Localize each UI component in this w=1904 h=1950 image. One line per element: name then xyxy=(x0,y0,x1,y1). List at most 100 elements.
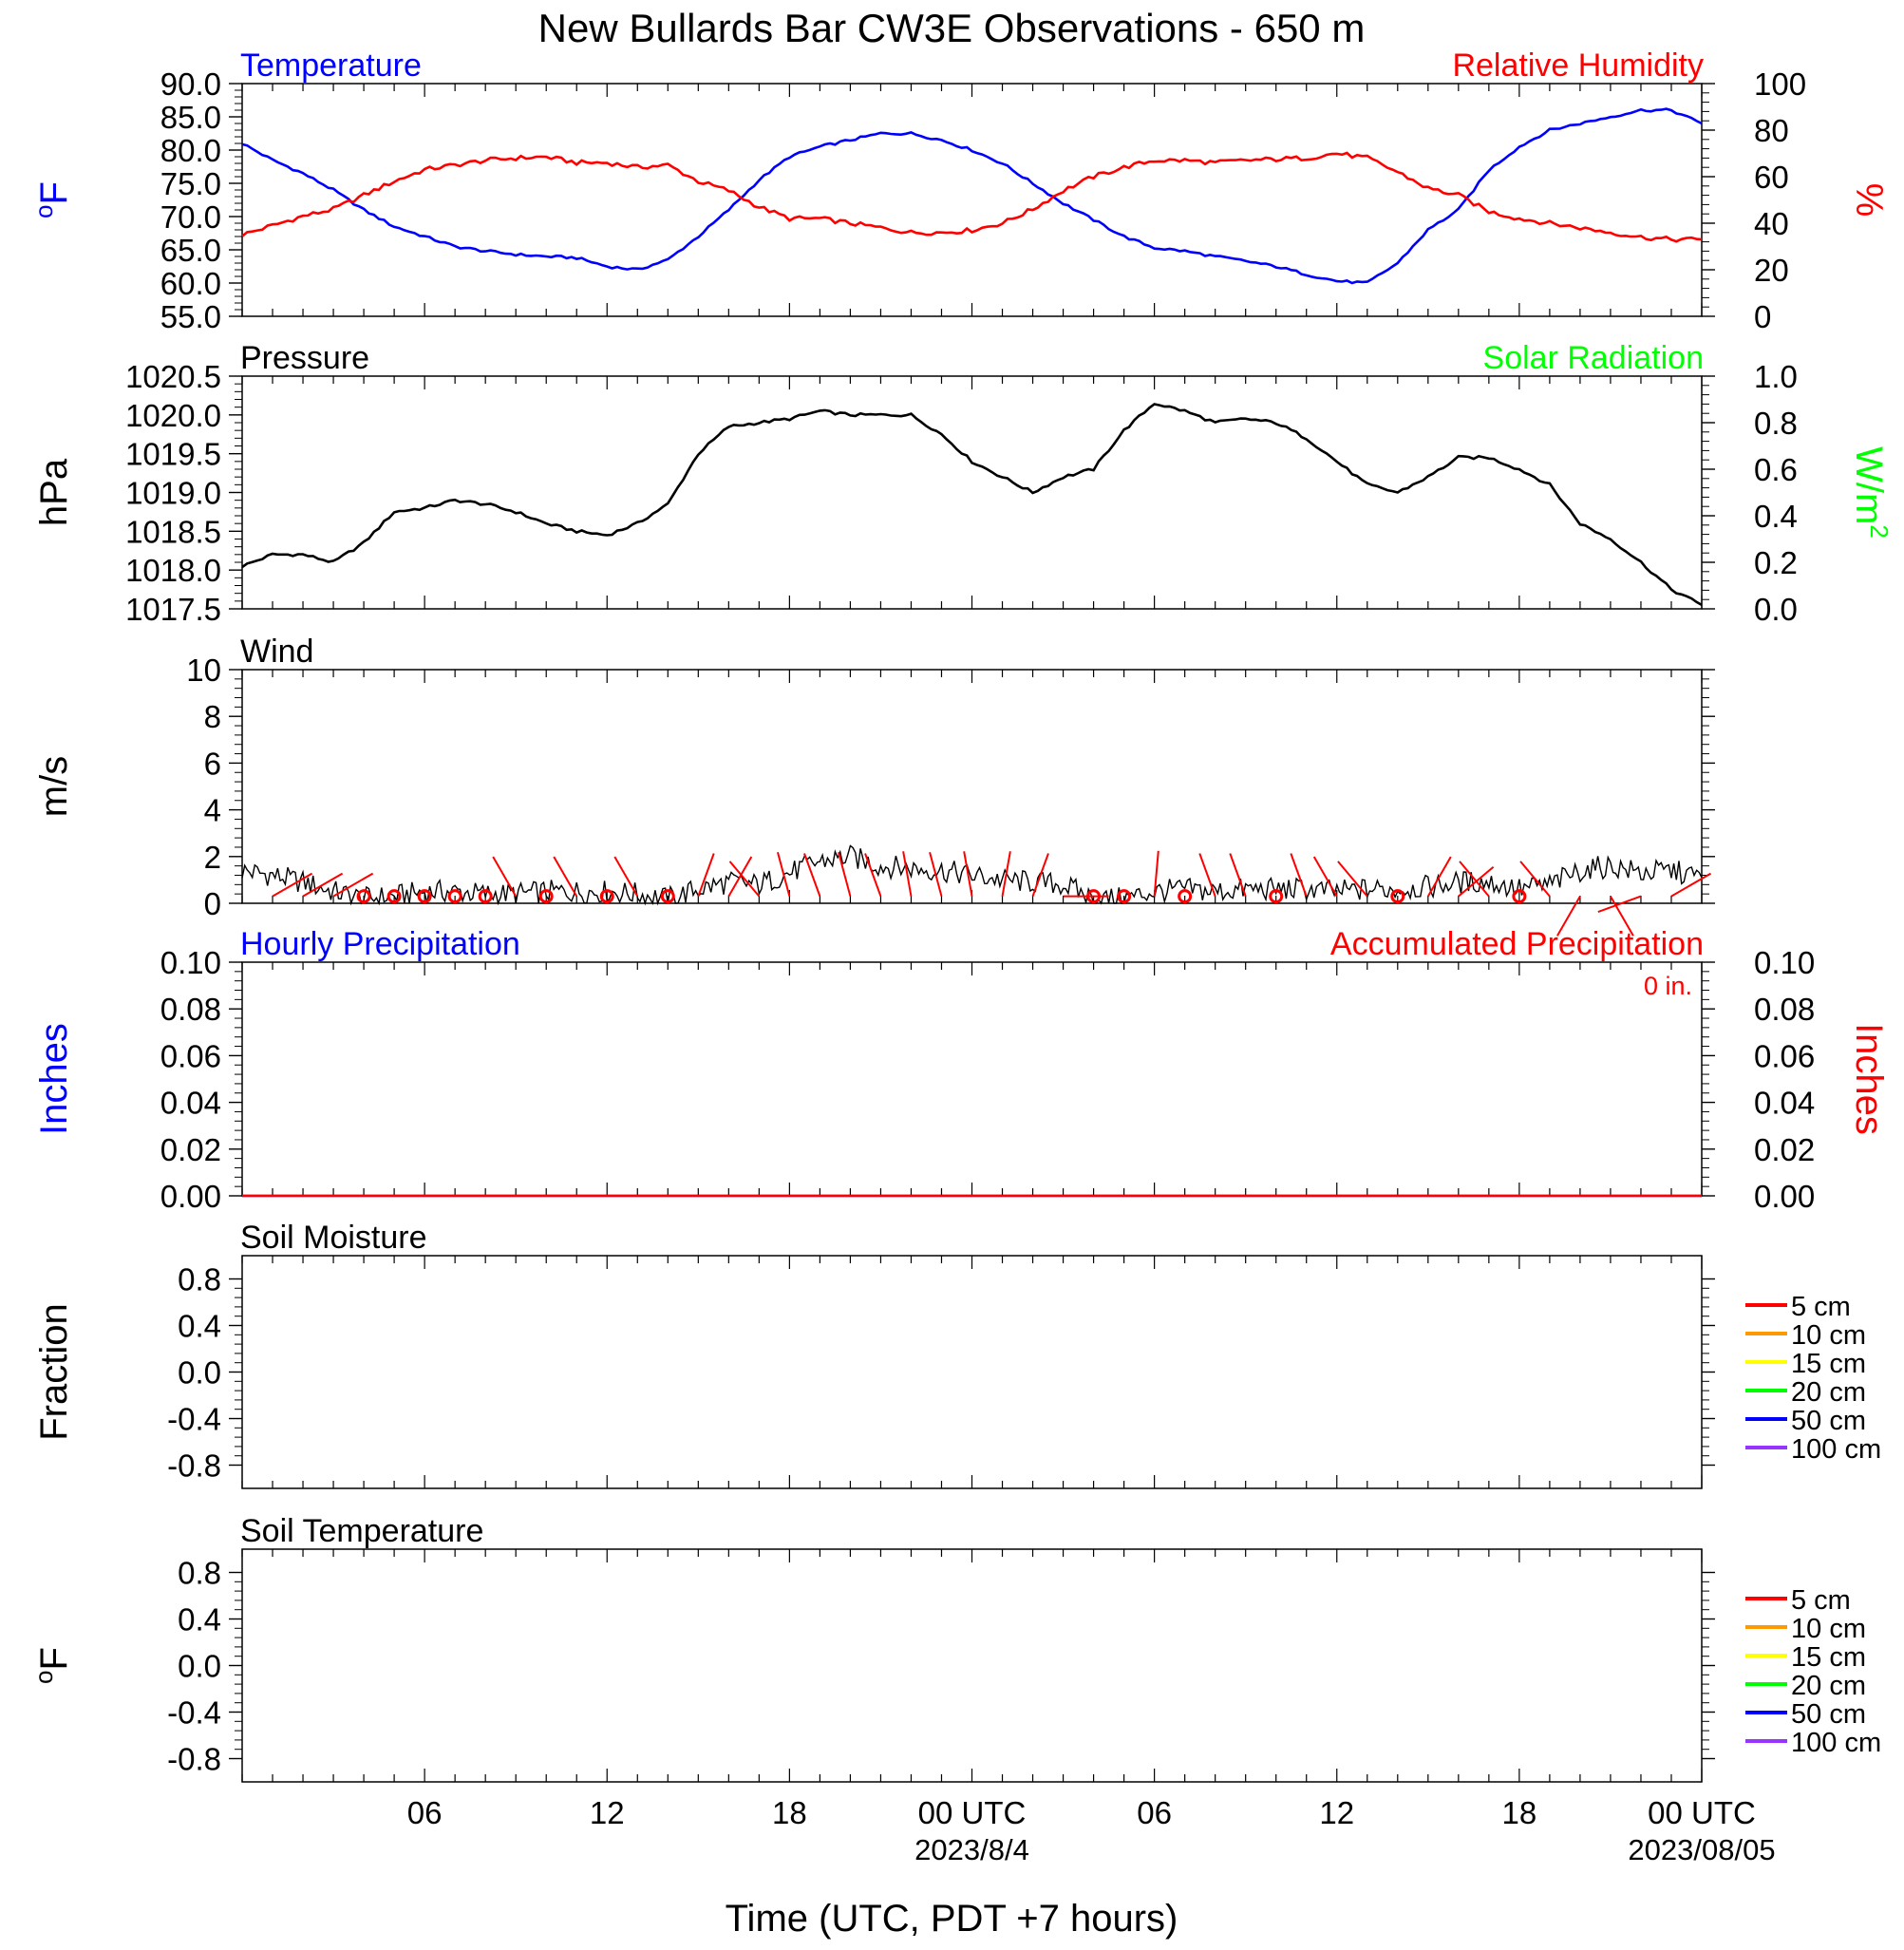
temp_rh-ytick-label-left: 70.0 xyxy=(160,199,221,235)
legend-label: 100 cm xyxy=(1791,1728,1881,1758)
temp_rh-ytick-label-left: 55.0 xyxy=(160,299,221,334)
temp_rh-ytick-label-right: 0 xyxy=(1754,299,1771,334)
chart-title: New Bullards Bar CW3E Observations - 650… xyxy=(538,6,1366,50)
x-tick-label: 06 xyxy=(1137,1795,1172,1830)
accum-total-label: 0 in. xyxy=(1644,972,1692,1000)
pressure-ytick-label-left: 1018.0 xyxy=(125,553,221,588)
wind-barb-calm xyxy=(660,889,675,904)
precip-ytick-label-right: 0.00 xyxy=(1754,1179,1815,1214)
wind-barb xyxy=(963,851,973,897)
soil_temp-frame xyxy=(241,1548,1703,1783)
precip-ytick-label-right: 0.02 xyxy=(1754,1132,1815,1167)
wind-ylabel-left: m/s xyxy=(33,756,75,817)
wind-barb xyxy=(272,872,313,898)
soil_temp-ytick-label-left: 0.8 xyxy=(178,1556,221,1591)
precip-ytick-label-left: 0.06 xyxy=(160,1038,221,1073)
wind-barb-calm xyxy=(599,889,614,904)
x-tick-label: 12 xyxy=(590,1795,625,1830)
temp_rh-ytick-label-left: 65.0 xyxy=(160,233,221,268)
legend-label: 15 cm xyxy=(1791,1642,1866,1673)
legend-label: 50 cm xyxy=(1791,1699,1866,1730)
temp_rh-ytick-label-left: 75.0 xyxy=(160,166,221,201)
series-line-wind xyxy=(241,844,1703,906)
wind-barb xyxy=(492,856,518,898)
precip-ytick-label-right: 0.08 xyxy=(1754,992,1815,1027)
panels: Temperature Relative Humidity 55.060.065.0… xyxy=(29,47,1894,1783)
soil_temp-ytick-label-left: -0.4 xyxy=(167,1695,221,1731)
wind-barb xyxy=(1337,861,1368,898)
panel-temp_rh: Temperature Relative Humidity 55.060.065.0… xyxy=(29,47,1890,334)
x-tick-label: 12 xyxy=(1319,1795,1354,1830)
soil_temp-ylabel-left: oF xyxy=(29,1647,75,1684)
wind-barb xyxy=(776,851,791,897)
pressure-ytick-label-right: 0.0 xyxy=(1754,592,1798,627)
pressure-ytick-label-right: 0.4 xyxy=(1754,499,1798,534)
soil_temp-ytick-label-left: -0.8 xyxy=(167,1742,221,1777)
panel-title-right: Accumulated Precipitation xyxy=(1330,926,1704,962)
wind-barb xyxy=(929,851,943,897)
pressure-ytick-label-left: 1020.0 xyxy=(125,398,221,433)
wind-barb xyxy=(1031,853,1049,897)
wind-barb xyxy=(302,872,344,898)
x-tick-label: 00 UTC xyxy=(1648,1795,1756,1830)
precip-ylabel-left: Inches xyxy=(33,1023,75,1135)
temp_rh-ytick-label-right: 20 xyxy=(1754,253,1789,288)
precip-ylabel-right: Inches xyxy=(1848,1023,1890,1135)
temp_rh-ytick-label-left: 90.0 xyxy=(160,66,221,102)
wind-barb xyxy=(553,856,578,898)
panel-precip: Hourly Precipitation Accumulated Precipit… xyxy=(33,926,1890,1214)
wind-barb xyxy=(1670,872,1712,898)
legend-label: 5 cm xyxy=(1791,1292,1851,1322)
legend-label: 20 cm xyxy=(1791,1377,1866,1408)
x-tick-label: 18 xyxy=(772,1795,807,1830)
precip-ytick-label-left: 0.02 xyxy=(160,1132,221,1167)
panel-title-left: Temperature xyxy=(240,47,422,84)
x-tick-label: 00 UTC xyxy=(918,1795,1027,1830)
panel-title-left: Pressure xyxy=(240,340,369,376)
precip-frame xyxy=(241,961,1703,1197)
temp_rh-ytick-label-right: 40 xyxy=(1754,206,1789,241)
precip-ytick-label-left: 0.04 xyxy=(160,1086,221,1121)
wind-barb xyxy=(1519,861,1551,898)
precip-ytick-label-right: 0.10 xyxy=(1754,945,1815,980)
soil_temp-ytick-label-left: 0.0 xyxy=(178,1649,221,1684)
temp_rh-ytick-label-right: 80 xyxy=(1754,113,1789,148)
x-axis-label: Time (UTC, PDT +7 hours) xyxy=(726,1898,1178,1940)
legend-label: 100 cm xyxy=(1791,1434,1881,1465)
pressure-ytick-label-left: 1020.5 xyxy=(125,359,221,394)
panel-pressure: Pressure Solar Radiation 1017.5 1018.0 1018.… xyxy=(33,340,1894,627)
wind-barb xyxy=(902,851,913,897)
panel-title-left: Soil Moisture xyxy=(240,1220,427,1256)
wind-barb xyxy=(1153,850,1159,897)
temp_rh-ytick-label-right: 60 xyxy=(1754,160,1789,195)
temp_rh-ylabel-left: oF xyxy=(29,181,75,218)
temp_rh-ytick-label-right: 100 xyxy=(1754,66,1806,102)
soil_moisture-ytick-label-left: 0.4 xyxy=(178,1309,221,1344)
panel-title-right: Relative Humidity xyxy=(1452,47,1704,84)
precip-ytick-label-left: 0.10 xyxy=(160,945,221,980)
wind-barb xyxy=(1290,853,1308,897)
precip-ytick-label-right: 0.04 xyxy=(1754,1086,1815,1121)
legend-label: 20 cm xyxy=(1791,1671,1866,1701)
soil_temp-ytick-label-left: 0.4 xyxy=(178,1602,221,1638)
wind-frame xyxy=(241,669,1703,904)
wind-barb-calm xyxy=(1086,889,1102,904)
legend-label: 50 cm xyxy=(1791,1406,1866,1436)
pressure-ytick-label-left: 1018.5 xyxy=(125,514,221,549)
wind-barb-calm xyxy=(1512,889,1527,904)
panel-title-left: Soil Temperature xyxy=(240,1513,483,1549)
wind-barb-calm xyxy=(447,889,462,904)
pressure-ytick-label-right: 0.8 xyxy=(1754,406,1798,441)
soil_moisture-ylabel-left: Fraction xyxy=(33,1303,75,1441)
wind-barb xyxy=(864,853,882,897)
wind-barb-calm xyxy=(1178,889,1193,904)
wind-barb-calm xyxy=(1117,889,1132,904)
soil_moisture-ytick-label-left: -0.4 xyxy=(167,1402,221,1437)
temp_rh-ytick-label-left: 60.0 xyxy=(160,266,221,301)
x-tick-label: 18 xyxy=(1502,1795,1537,1830)
pressure-ytick-label-right: 1.0 xyxy=(1754,359,1798,394)
pressure-ytick-label-right: 0.2 xyxy=(1754,545,1798,580)
wind-barb xyxy=(1001,851,1011,897)
